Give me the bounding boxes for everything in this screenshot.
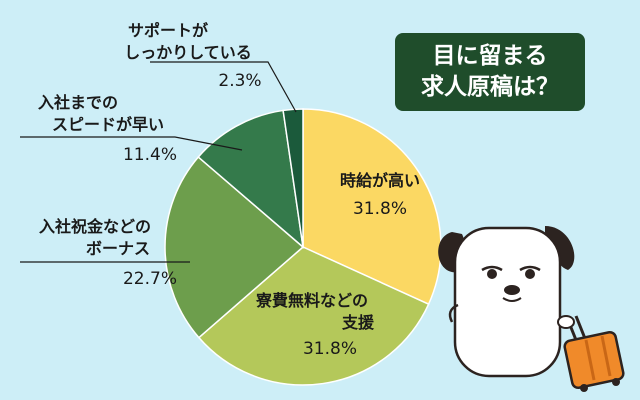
leader-line-5 — [150, 61, 297, 113]
slice-label-2-line-2: 支援 — [341, 313, 375, 332]
chart-title-box: 目に留まる 求人原稿は？ — [395, 33, 585, 111]
pie-slice-3 — [164, 155, 305, 339]
slice-label-1-line-1: 時給が高い — [340, 171, 420, 190]
pie-slice-5 — [282, 108, 304, 248]
label-leader-lines — [20, 61, 297, 263]
slice-value-2: 31.8% — [303, 339, 357, 359]
slice-value-3: 22.7% — [123, 269, 177, 289]
pie-slice-1 — [302, 108, 442, 306]
pie-slice-2 — [197, 246, 430, 386]
slice-label-5-line-2: しっかりしている — [124, 43, 252, 62]
slice-value-5: 2.3% — [218, 71, 261, 91]
slice-value-4: 11.4% — [123, 145, 177, 165]
slice-label-4-line-1: 入社までの — [38, 93, 118, 112]
slice-label-3-line-1: 入社祝金などの — [39, 217, 151, 236]
leader-line-4 — [20, 136, 243, 151]
pie-slice-4 — [197, 109, 305, 249]
chart-title-line-1: 目に留まる — [432, 43, 548, 69]
slice-label-2-line-1: 寮費無料などの — [255, 291, 368, 310]
slice-label-5-line-1: サポートが — [128, 21, 208, 40]
slice-label-3-line-2: ボーナス — [86, 239, 150, 258]
dog-mascot-with-suitcase-icon — [438, 226, 625, 392]
slice-value-1: 31.8% — [353, 199, 407, 219]
slice-label-4-line-2: スピードが早い — [52, 115, 164, 134]
pie-slices — [164, 108, 442, 386]
chart-title-line-2: 求人原稿は？ — [421, 74, 559, 100]
